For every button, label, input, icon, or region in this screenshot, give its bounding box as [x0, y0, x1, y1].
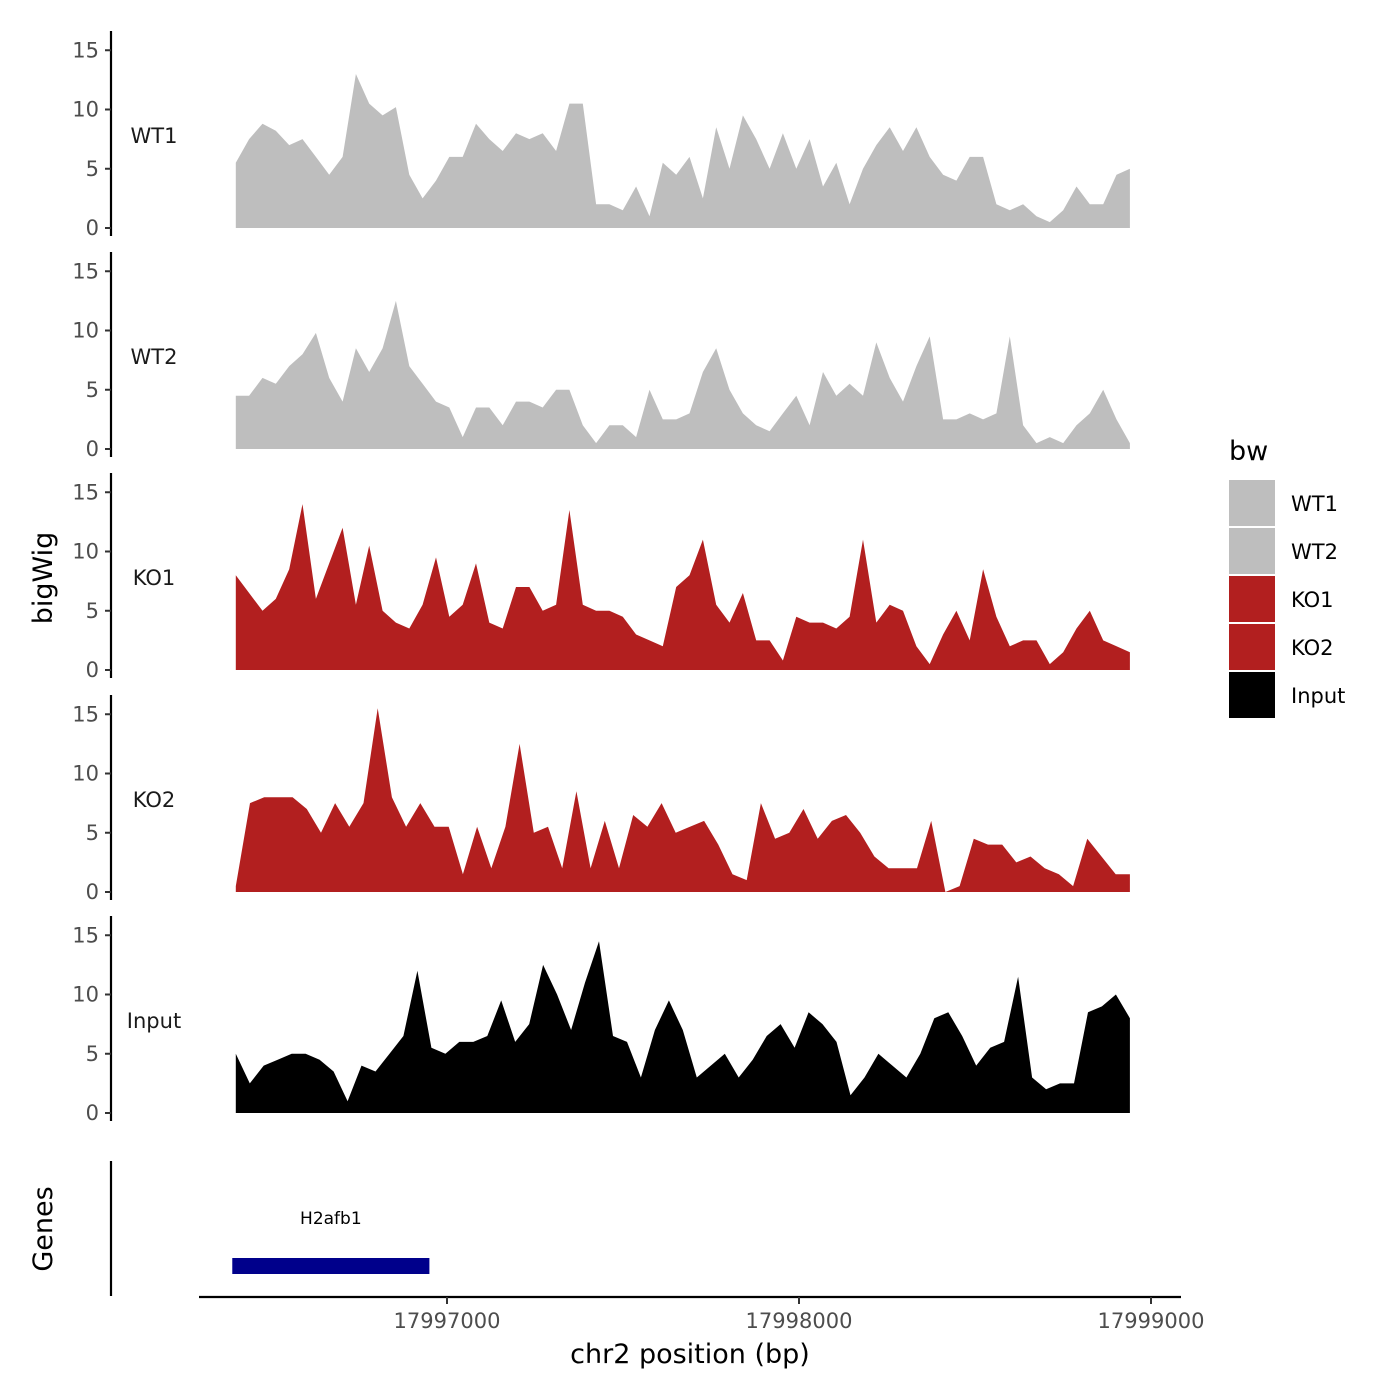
track-wt1: 0 5 10 15 WT1 [72, 31, 1130, 240]
x-axis-title: chr2 position (bp) [570, 1339, 810, 1370]
legend-label-ko1: KO1 [1291, 588, 1334, 612]
area-ko2 [235, 708, 1130, 892]
y-tick-label: 15 [72, 923, 99, 947]
legend-label-wt1: WT1 [1291, 492, 1338, 516]
legend-swatch-wt2 [1229, 528, 1275, 574]
y-tick-label: 0 [86, 216, 99, 240]
area-wt1 [235, 74, 1130, 228]
track-label-wt1: WT1 [131, 124, 178, 148]
legend: bw WT1 WT2 KO1 KO2 Input [1229, 436, 1345, 718]
legend-swatch-wt1 [1229, 480, 1275, 526]
area-wt2 [235, 300, 1130, 449]
y-tick-label: 0 [86, 437, 99, 461]
genes-panel: Genes H2afb1 [28, 1161, 430, 1296]
y-tick-label: 10 [72, 98, 99, 122]
x-tick-label: 17997000 [394, 1309, 501, 1333]
y-tick-label: 5 [86, 1042, 99, 1066]
y-tick-label: 5 [86, 378, 99, 402]
legend-title: bw [1229, 436, 1268, 467]
y-tick-label: 10 [72, 540, 99, 564]
track-ko2: 0 5 10 15 KO2 [72, 695, 1130, 904]
legend-label-wt2: WT2 [1291, 540, 1338, 564]
x-axis: 17997000 17998000 17999000 chr2 position (… [199, 1295, 1205, 1370]
y-tick-label: 10 [72, 319, 99, 343]
y-tick-label: 15 [72, 480, 99, 504]
y-tick-label: 5 [86, 821, 99, 845]
y-tick-label: 10 [72, 762, 99, 786]
legend-entries: WT1 WT2 KO1 KO2 Input [1229, 480, 1345, 718]
x-tick-label: 17999000 [1098, 1309, 1205, 1333]
genes-panel-label: Genes [28, 1186, 59, 1271]
y-tick-label: 0 [86, 658, 99, 682]
gene-label-h2afb1: H2afb1 [300, 1209, 362, 1229]
legend-label-ko2: KO2 [1291, 636, 1334, 660]
track-label-ko2: KO2 [133, 788, 176, 812]
bigwig-tracks: 0 5 10 15 WT1 0 5 10 15 WT2 0 5 10 15 KO1 0 5 10 15 KO2 0 5 10… [72, 31, 1130, 1125]
y-tick-label: 5 [86, 599, 99, 623]
track-label-ko1: KO1 [133, 566, 176, 590]
gene-marks: H2afb1 [232, 1209, 430, 1274]
gene-h2afb1 [232, 1258, 430, 1274]
legend-label-input: Input [1291, 684, 1345, 708]
track-label-input: Input [127, 1009, 181, 1033]
track-ko1: 0 5 10 15 KO1 [72, 473, 1130, 682]
track-label-wt2: WT2 [131, 345, 178, 369]
legend-swatch-ko2 [1229, 624, 1275, 670]
y-tick-label: 5 [86, 157, 99, 181]
y-panel-label: bigWig [28, 532, 59, 625]
legend-swatch-input [1229, 672, 1275, 718]
track-wt2: 0 5 10 15 WT2 [72, 252, 1130, 461]
y-tick-label: 0 [86, 1101, 99, 1125]
x-tick-label: 17998000 [746, 1309, 853, 1333]
y-tick-label: 10 [72, 983, 99, 1007]
y-tick-label: 0 [86, 880, 99, 904]
area-ko1 [235, 504, 1130, 670]
x-ticks: 17997000 17998000 17999000 [394, 1297, 1205, 1333]
area-input [235, 941, 1130, 1113]
y-tick-label: 15 [72, 38, 99, 62]
track-input: 0 5 10 15 Input [72, 916, 1130, 1125]
y-tick-label: 15 [72, 702, 99, 726]
y-tick-label: 15 [72, 259, 99, 283]
legend-swatch-ko1 [1229, 576, 1275, 622]
